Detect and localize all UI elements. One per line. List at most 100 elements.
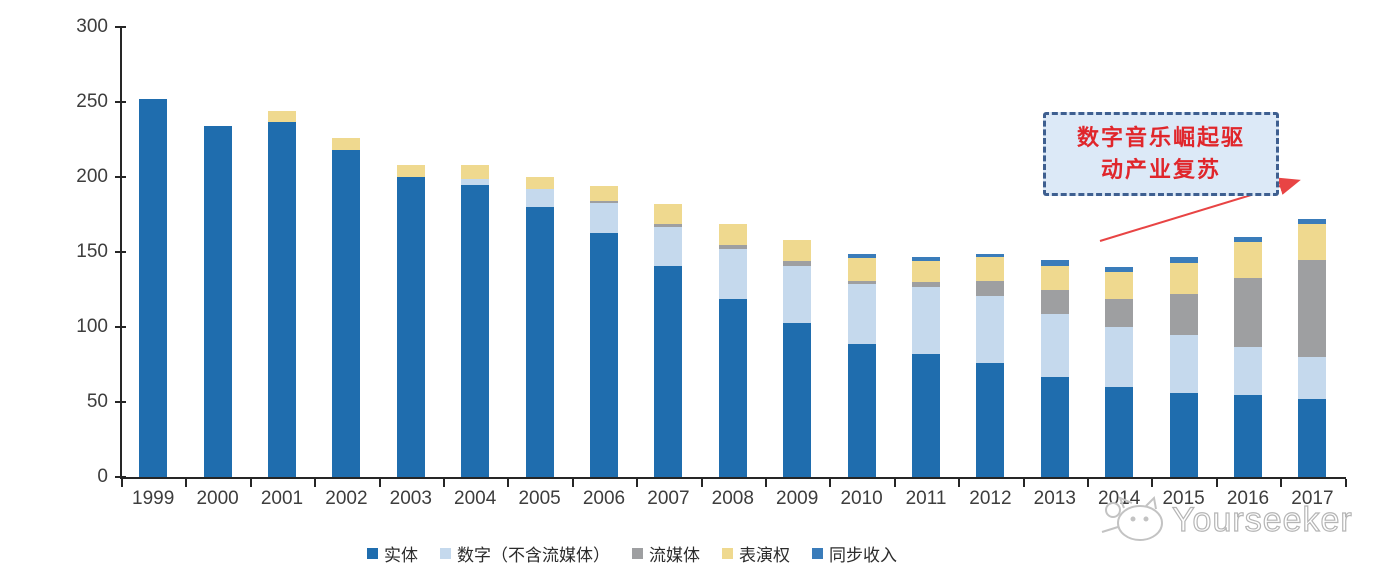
bar-segment-实体 (461, 184, 490, 477)
x-tick (1022, 479, 1025, 487)
x-tick (185, 479, 188, 487)
x-tick (507, 479, 510, 487)
x-axis-label: 2004 (454, 488, 497, 509)
bar-segment-同步收入 (1105, 267, 1134, 272)
bar-segment-实体 (783, 322, 812, 477)
x-axis-label: 2003 (389, 488, 432, 509)
bar-segment-流媒体 (1298, 259, 1327, 357)
bar-segment-表演权 (783, 240, 812, 261)
bar-segment-实体 (912, 354, 940, 477)
bar-segment-实体 (847, 343, 876, 477)
bar-segment-实体 (1105, 387, 1134, 477)
bar-segment-同步收入 (976, 253, 1005, 257)
legend-swatch-icon (367, 548, 378, 559)
x-tick (1280, 479, 1283, 487)
bar-segment-数字（不含流媒体） (590, 202, 618, 233)
bar-segment-同步收入 (1169, 256, 1198, 263)
bar-segment-表演权 (590, 186, 618, 201)
bar-segment-表演权 (847, 258, 876, 281)
bar-segment-同步收入 (1298, 219, 1327, 224)
bar-segment-表演权 (976, 256, 1005, 281)
bar-segment-数字（不含流媒体） (1105, 327, 1134, 387)
bar-segment-流媒体 (590, 201, 618, 203)
legend-swatch-icon (812, 548, 823, 559)
x-axis-label: 2005 (518, 488, 561, 509)
bar-segment-流媒体 (1169, 294, 1198, 335)
bar-segment-数字（不含流媒体） (1234, 346, 1262, 395)
bar-segment-数字（不含流媒体） (654, 226, 683, 266)
x-axis-label: 2008 (711, 488, 754, 509)
legend-label: 实体 (384, 546, 418, 565)
bar-segment-数字（不含流媒体） (1040, 313, 1069, 377)
x-tick (1151, 479, 1154, 487)
bar-segment-实体 (1298, 399, 1327, 477)
bar-segment-实体 (1040, 376, 1069, 477)
x-axis-label: 2000 (196, 488, 239, 509)
bar-segment-实体 (396, 177, 425, 477)
bar-segment-表演权 (1169, 262, 1198, 294)
bar-segment-表演权 (525, 177, 554, 189)
bar-segment-流媒体 (783, 261, 812, 266)
bar-segment-表演权 (396, 165, 425, 177)
y-tick (115, 176, 126, 178)
x-tick (1087, 479, 1089, 487)
bar-segment-流媒体 (847, 280, 876, 284)
x-axis-line (120, 477, 1346, 479)
x-axis-label: 2007 (647, 488, 690, 509)
bar-segment-实体 (1234, 394, 1262, 477)
y-tick-label: 300 (76, 16, 108, 37)
x-tick (1344, 479, 1347, 487)
y-tick-label: 200 (76, 166, 108, 187)
x-tick (765, 479, 767, 487)
annotation-line-2: 动产业复苏 (1100, 157, 1221, 182)
x-tick (314, 479, 317, 487)
bar-segment-数字（不含流媒体） (847, 283, 876, 344)
x-axis-label: 2001 (260, 488, 304, 509)
x-tick (443, 479, 445, 487)
bar-segment-表演权 (1298, 223, 1327, 260)
legend-item: 实体 (367, 541, 418, 566)
legend: 实体 数字（不含流媒体） 流媒体 表演权 同步收入 (367, 541, 897, 566)
bar-segment-数字（不含流媒体） (912, 286, 940, 354)
x-tick (700, 479, 703, 487)
bar-segment-表演权 (912, 261, 940, 282)
x-tick (571, 479, 574, 487)
bar-segment-流媒体 (912, 282, 940, 287)
y-tick-label: 250 (76, 91, 108, 112)
y-tick (115, 326, 126, 328)
bar-segment-实体 (976, 363, 1005, 477)
legend-label: 流媒体 (649, 546, 700, 565)
y-tick-label: 0 (97, 466, 108, 487)
y-tick-label: 150 (76, 241, 108, 262)
x-tick (121, 479, 123, 487)
y-tick (115, 476, 126, 478)
bar-segment-同步收入 (1234, 237, 1262, 242)
legend-item: 流媒体 (632, 541, 700, 566)
bar-segment-流媒体 (976, 280, 1005, 296)
legend-swatch-icon (722, 548, 733, 559)
legend-label: 同步收入 (829, 546, 897, 565)
bar-segment-表演权 (268, 111, 296, 122)
y-tick (115, 251, 126, 253)
x-axis-label: 2013 (1033, 488, 1076, 509)
bar-segment-流媒体 (1105, 298, 1134, 327)
bar-segment-同步收入 (912, 256, 940, 261)
annotation-line-1: 数字音乐崛起驱 (1076, 125, 1245, 150)
bar-segment-表演权 (654, 204, 683, 224)
bar-segment-表演权 (1234, 241, 1262, 278)
x-axis-label: 2009 (776, 488, 819, 509)
y-axis-line (120, 27, 122, 479)
y-tick (115, 101, 126, 103)
bar-segment-数字（不含流媒体） (976, 295, 1005, 363)
x-tick (893, 479, 896, 487)
bar-segment-流媒体 (1234, 277, 1262, 347)
x-axis-label: 2006 (582, 488, 626, 509)
bar-segment-同步收入 (847, 253, 876, 258)
watermark-text: Yourseeker (1171, 500, 1353, 539)
x-axis-label: 2017 (1291, 488, 1334, 509)
legend-item: 表演权 (722, 541, 790, 566)
bar-segment-实体 (139, 99, 168, 477)
x-axis-label: 2015 (1162, 488, 1205, 509)
y-tick-label: 50 (86, 391, 108, 412)
